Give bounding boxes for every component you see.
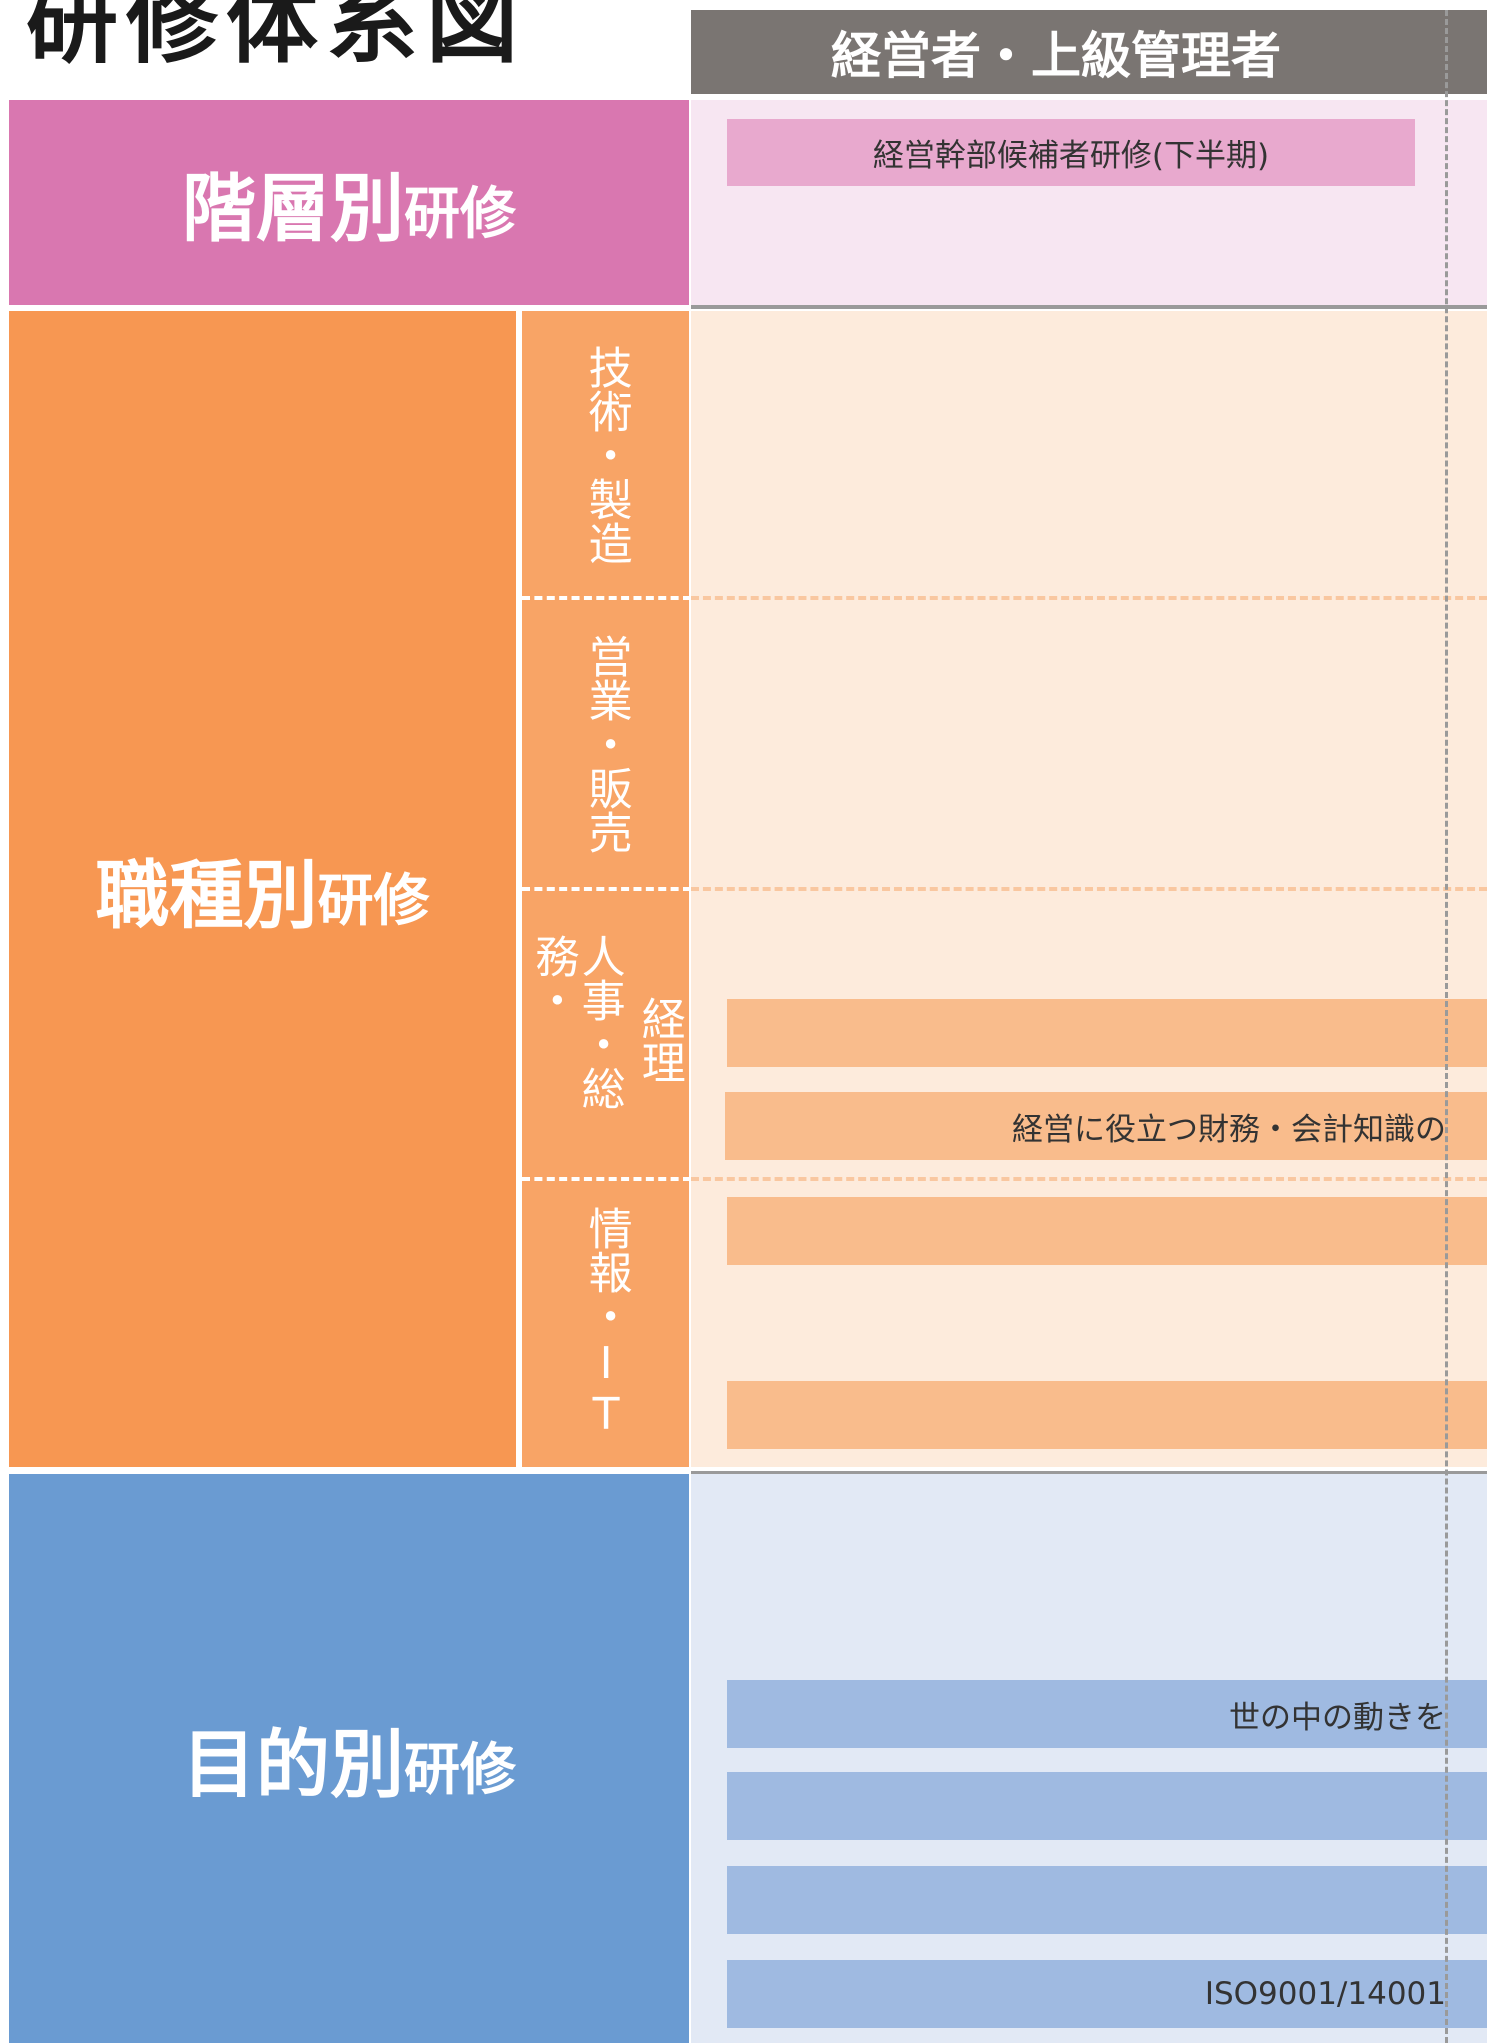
course-bar	[727, 1772, 1487, 1840]
column-divider	[1445, 10, 1448, 2043]
divider	[522, 596, 691, 600]
course-bar: 経営幹部候補者研修(下半期)	[727, 119, 1415, 186]
course-bar	[727, 1381, 1487, 1449]
label-suffix: 研修	[404, 1738, 516, 1803]
sub-label: 営業・販売	[580, 633, 632, 854]
label-suffix: 研修	[317, 868, 430, 934]
divider	[522, 887, 691, 891]
sub-label: 経理	[633, 996, 685, 1084]
column-header: 経営者・上級管理者	[691, 10, 1487, 94]
course-bar	[727, 1197, 1487, 1265]
title: 研修体系図	[26, 0, 527, 76]
row-label: 職種別 研修	[9, 311, 516, 1467]
label-suffix: 研修	[404, 182, 516, 247]
divider	[522, 1177, 691, 1181]
subcategory: 営業・販売	[522, 598, 689, 889]
row-bg	[691, 1471, 1487, 2043]
sub-label: 技術・製造	[580, 344, 632, 565]
row-label: 目的別 研修	[9, 1474, 689, 2043]
sub-label: 情報・IT	[580, 1206, 632, 1440]
divider	[691, 1177, 1487, 1181]
label: 職種別	[95, 852, 318, 939]
label: 階層別	[182, 166, 404, 252]
subcategory: 経理 人事・総務・	[522, 889, 689, 1179]
subcategory: 情報・IT	[522, 1179, 689, 1467]
course-bar: 経営に役立つ財務・会計知識の	[725, 1092, 1487, 1160]
separator	[691, 305, 1487, 309]
course-bar	[727, 1866, 1487, 1934]
course-bar: ISO9001/14001	[727, 1960, 1487, 2028]
course-bar	[727, 999, 1487, 1067]
course-bar: 世の中の動きを	[727, 1680, 1487, 1748]
sub-label: 人事・総務・	[527, 934, 625, 1110]
subcategory: 技術・製造	[522, 311, 689, 598]
divider	[691, 596, 1487, 600]
divider	[691, 887, 1487, 891]
row-label: 階層別 研修	[9, 100, 689, 305]
label: 目的別	[182, 1722, 404, 1808]
